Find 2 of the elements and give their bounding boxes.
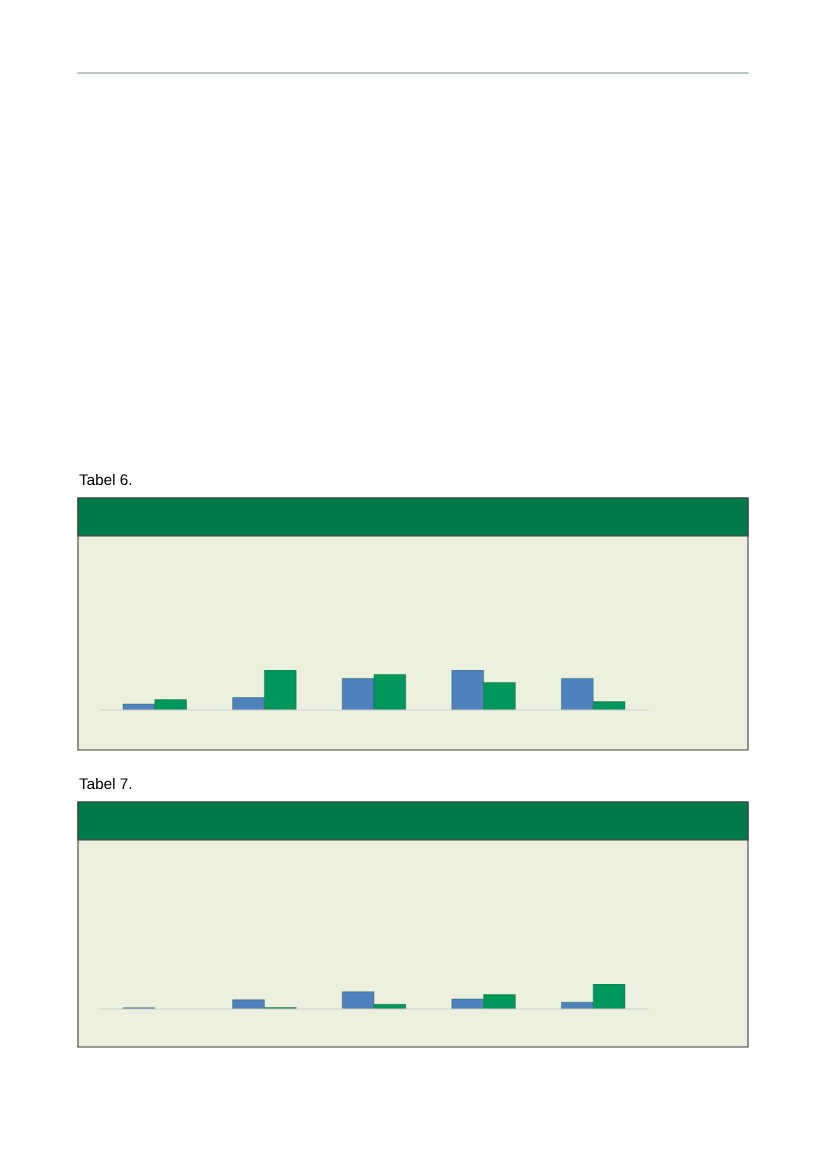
chart-title: Tabel 7. — [79, 777, 132, 790]
chart-title: Tabel 6. — [79, 473, 132, 486]
